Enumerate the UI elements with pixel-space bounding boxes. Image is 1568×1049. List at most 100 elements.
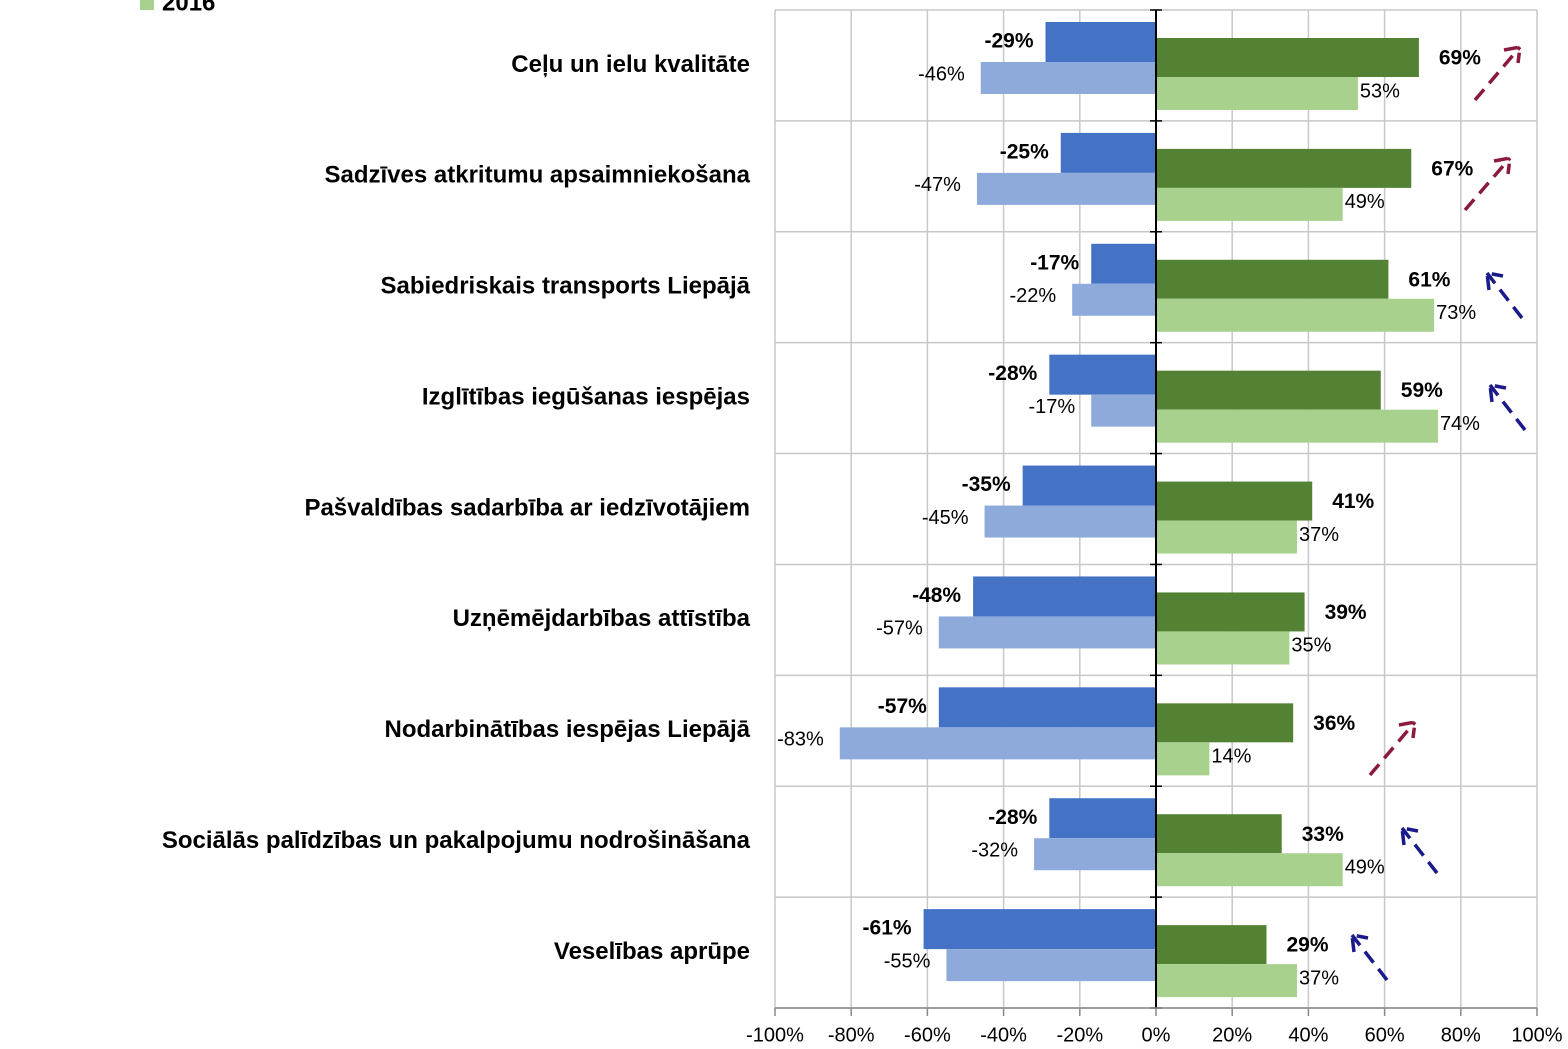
value-label: -61% — [863, 917, 912, 940]
arrow — [1473, 44, 1523, 102]
bar — [1156, 370, 1381, 410]
x-tick-label: 40% — [1288, 1024, 1328, 1046]
bar — [923, 909, 1156, 950]
bar — [1049, 798, 1156, 839]
x-tick-label: -80% — [828, 1024, 875, 1046]
arrow — [1484, 270, 1524, 320]
bar — [1156, 298, 1435, 332]
bar — [1156, 187, 1343, 221]
value-label: 61% — [1408, 268, 1450, 291]
bar — [1072, 283, 1156, 316]
value-label: 39% — [1325, 601, 1367, 624]
x-tick-label: 100% — [1511, 1024, 1562, 1046]
value-label: -48% — [912, 584, 961, 607]
value-label: 37% — [1299, 967, 1339, 989]
bar — [980, 62, 1156, 94]
bar — [1156, 964, 1297, 998]
bar — [976, 172, 1156, 205]
value-label: -35% — [962, 473, 1011, 496]
bar — [1156, 703, 1294, 743]
arrow — [1349, 932, 1389, 982]
value-label: -47% — [914, 174, 961, 196]
bar — [1156, 148, 1412, 188]
legend-swatch — [140, 0, 154, 10]
value-label: 35% — [1291, 635, 1331, 657]
bar — [1156, 631, 1290, 665]
bar — [1156, 409, 1438, 443]
value-label: 49% — [1345, 191, 1385, 213]
bar — [984, 505, 1156, 538]
x-tick-label: 0% — [1142, 1024, 1171, 1046]
value-label: 67% — [1431, 157, 1473, 180]
x-tick-label: 20% — [1212, 1024, 1252, 1046]
value-label: 37% — [1299, 524, 1339, 546]
value-label: 49% — [1345, 857, 1385, 879]
bar — [1156, 592, 1305, 632]
bar — [1049, 354, 1156, 395]
value-label: -45% — [922, 507, 969, 529]
trend-arrows — [1349, 44, 1527, 982]
value-label: 53% — [1360, 80, 1400, 102]
x-tick-label: -60% — [904, 1024, 951, 1046]
arrow — [1399, 825, 1439, 875]
down-arrows — [1349, 270, 1527, 982]
legend-label: 2016 — [162, 0, 215, 16]
bar — [1156, 814, 1282, 854]
category-label: Pašvaldības sadarbība ar iedzīvotājiem — [304, 494, 750, 521]
bar — [1156, 481, 1313, 521]
value-label: -57% — [878, 695, 927, 718]
arrow — [1368, 719, 1418, 777]
bar — [946, 949, 1156, 982]
value-label: 41% — [1332, 490, 1374, 513]
x-tick-label: -20% — [1056, 1024, 1103, 1046]
bar — [1045, 22, 1156, 62]
bar — [1156, 259, 1389, 299]
value-label: -29% — [984, 30, 1033, 53]
bar — [973, 576, 1156, 617]
value-label: -17% — [1030, 251, 1079, 274]
category-label: Uzņēmējdarbības attīstība — [453, 605, 751, 632]
x-tick-label: -40% — [980, 1024, 1027, 1046]
value-label: 59% — [1401, 379, 1443, 402]
value-label: -28% — [988, 806, 1037, 829]
value-label: -25% — [1000, 140, 1049, 163]
bar — [1091, 243, 1156, 284]
bar — [938, 616, 1156, 649]
bar — [1034, 838, 1156, 871]
up-arrows — [1368, 44, 1523, 777]
bar — [1060, 132, 1156, 173]
value-label: -83% — [777, 729, 824, 751]
value-label: -57% — [876, 618, 923, 640]
x-tick-label: 80% — [1441, 1024, 1481, 1046]
category-label: Izglītības iegūšanas iespējas — [422, 383, 750, 410]
value-label: 74% — [1440, 413, 1480, 435]
value-label: 14% — [1211, 746, 1251, 768]
category-label: Veselības aprūpe — [554, 938, 750, 965]
value-label: 69% — [1439, 47, 1481, 70]
value-label: 33% — [1302, 823, 1344, 846]
bar — [1156, 38, 1419, 77]
category-label: Sabiedriskais transports Liepājā — [381, 273, 751, 300]
bar — [1156, 925, 1267, 965]
value-label: -32% — [971, 840, 1018, 862]
value-label: 73% — [1436, 302, 1476, 324]
value-label: -28% — [988, 362, 1037, 385]
bar — [1091, 394, 1156, 427]
x-tick-label: -100% — [746, 1024, 804, 1046]
value-label: -22% — [1009, 285, 1056, 307]
bar — [839, 727, 1156, 760]
arrow — [1487, 382, 1527, 432]
value-label: 29% — [1286, 934, 1328, 957]
value-label: 36% — [1313, 712, 1355, 735]
value-label: -17% — [1029, 396, 1076, 418]
value-label: -46% — [918, 63, 965, 85]
bar — [1156, 742, 1210, 776]
category-label: Ceļu un ielu kvalitāte — [511, 51, 750, 78]
category-label: Nodarbinātības iespējas Liepājā — [385, 716, 751, 743]
x-tick-label: 60% — [1365, 1024, 1405, 1046]
bar — [1156, 520, 1297, 554]
value-label: -55% — [884, 950, 931, 972]
bar — [1156, 77, 1358, 110]
bar — [1022, 465, 1156, 506]
category-label: Sadzīves atkritumu apsaimniekošana — [324, 162, 750, 189]
